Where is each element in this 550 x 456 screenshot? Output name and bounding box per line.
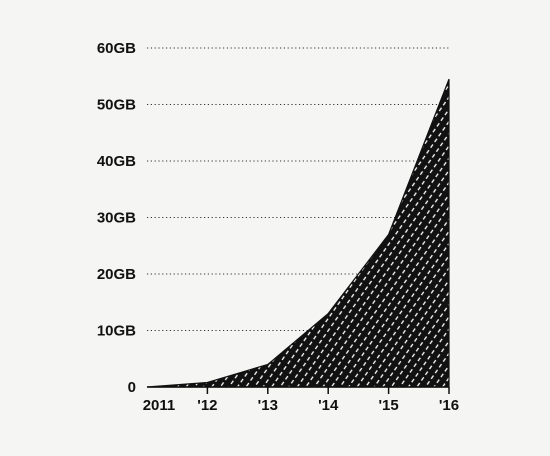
area-series xyxy=(147,79,449,387)
x-tick-label: 2011 xyxy=(143,397,176,414)
y-tick-label: 30GB xyxy=(97,210,136,227)
x-tick-label: '14 xyxy=(318,397,339,414)
x-tick-label: '13 xyxy=(258,397,278,414)
y-tick-label: 50GB xyxy=(97,97,136,114)
area-fill xyxy=(147,79,449,387)
y-tick-label: 60GB xyxy=(97,40,136,57)
y-tick-label: 10GB xyxy=(97,323,136,340)
x-tick-label: '16 xyxy=(439,397,459,414)
x-axis-ticks: 2011 '12 '13 '14 '15 '16 xyxy=(143,387,459,414)
x-tick-label: '12 xyxy=(197,397,217,414)
y-axis-ticks: 0 10GB 20GB 30GB 40GB 50GB 60GB xyxy=(97,40,136,396)
y-tick-label: 40GB xyxy=(97,153,136,170)
y-tick-label: 20GB xyxy=(97,266,136,283)
y-tick-label: 0 xyxy=(128,379,136,396)
x-tick-label: '15 xyxy=(378,397,398,414)
